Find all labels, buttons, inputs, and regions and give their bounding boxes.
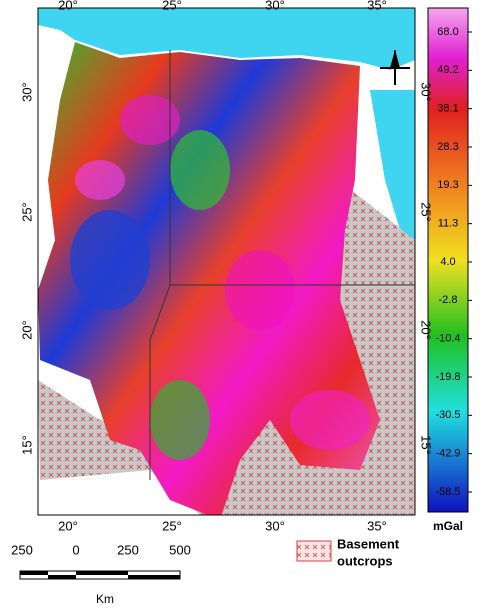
lat-label-right: 25° [419,202,434,222]
colorbar [427,7,469,513]
scale-bar [19,570,181,580]
colorbar-label: -30.5 [435,409,460,421]
lat-label-left: 20° [19,320,34,340]
lat-label-left: 25° [19,202,34,222]
colorbar-label: 68.0 [437,26,458,38]
legend-label: Basement [337,536,400,551]
lat-label-right: 15° [419,435,434,455]
legend-label: outcrops [337,553,393,568]
lon-label-bottom: 35° [367,518,387,533]
colorbar-label: -42.9 [435,448,460,460]
colorbar-label: 19.3 [437,179,458,191]
lat-label-right: 20° [419,320,434,340]
colorbar-label: -10.4 [435,333,460,345]
scale-label: 250 [117,542,139,557]
colorbar-label: -58.5 [435,486,460,498]
colorbar-label: -19.8 [435,371,460,383]
scale-label: 0 [72,542,79,557]
lat-label-left: 30° [19,82,34,102]
map-frame [37,7,416,516]
colorbar-label: 11.3 [438,218,459,230]
map-area [38,8,415,515]
lat-label-left: 15° [19,435,34,455]
scale-label: 500 [169,542,191,557]
lon-label-top: 25° [162,0,182,12]
scale-label: 250 [11,542,33,557]
lon-label-top: 30° [265,0,285,12]
lon-label-bottom: 30° [265,518,285,533]
colorbar-label: 49.2 [437,64,458,76]
lon-label-bottom: 25° [162,518,182,533]
colorbar-label: 38.1 [437,103,458,115]
lat-label-right: 30° [419,82,434,102]
lon-label-top: 20° [58,0,78,12]
colorbar-label: -2.8 [439,294,458,306]
lon-label-bottom: 20° [58,518,78,533]
colorbar-label: 4.0 [440,256,455,268]
north-arrow [380,50,410,85]
legend-swatch [296,540,332,562]
colorbar-unit: mGal [433,519,463,533]
lon-label-top: 35° [367,0,387,12]
colorbar-label: 28.3 [437,141,458,153]
scale-unit: Km [96,592,114,606]
